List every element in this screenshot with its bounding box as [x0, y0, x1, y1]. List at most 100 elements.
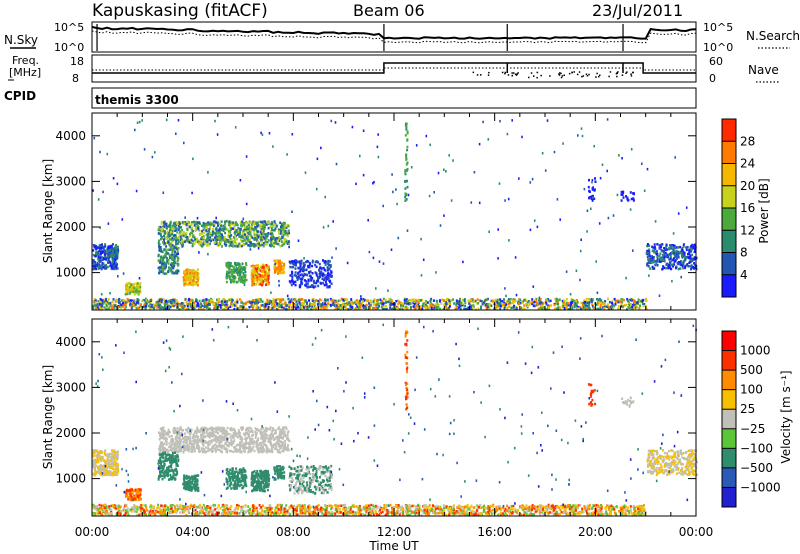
echo-cell — [518, 302, 520, 305]
echo-cell — [230, 302, 233, 305]
echo-cell — [650, 261, 653, 264]
echo-cell — [178, 308, 181, 311]
echo-cell — [282, 221, 285, 225]
echo-cell — [157, 241, 160, 245]
echo-cell — [261, 431, 264, 434]
echo-cell — [651, 255, 653, 258]
echo-speck — [674, 156, 676, 159]
echo-cell — [94, 255, 97, 258]
echo-cell — [246, 233, 249, 236]
echo-cell — [120, 299, 123, 302]
echo-cell — [541, 307, 544, 310]
echo-cell — [112, 456, 115, 459]
echo-cell — [617, 300, 620, 304]
echo-cell — [420, 308, 423, 311]
echo-cell — [255, 306, 258, 309]
echo-cell — [303, 279, 306, 282]
echo-cell — [649, 267, 652, 270]
echo-cell — [130, 306, 133, 310]
echo-cell — [139, 488, 142, 491]
echo-cell — [228, 235, 231, 238]
echo-cell — [274, 237, 277, 240]
echo-cell — [160, 255, 163, 258]
echo-cell — [381, 300, 384, 303]
echo-cell — [293, 303, 296, 307]
echo-cell — [111, 264, 114, 268]
echo-cell — [679, 251, 682, 255]
echo-cell — [162, 241, 164, 244]
echo-cell — [110, 456, 112, 459]
echo-speck — [646, 167, 649, 171]
colorbar-tick-label: 8 — [740, 246, 748, 260]
echo-cell — [158, 243, 161, 246]
echo-cell — [157, 266, 160, 270]
echo-cell — [92, 451, 95, 454]
echo-cell — [97, 267, 100, 270]
echo-cell — [248, 306, 251, 309]
nave-series-line — [92, 67, 696, 71]
echo-speck — [470, 201, 473, 204]
echo-speck — [258, 243, 261, 246]
echo-cell — [559, 306, 561, 309]
echo-cell — [112, 464, 115, 468]
echo-cell — [158, 239, 160, 242]
echo-speck — [143, 148, 146, 151]
nave-speck — [588, 73, 590, 76]
echo-cell — [173, 222, 176, 226]
echo-cell — [227, 266, 230, 269]
echo-cell — [293, 274, 296, 277]
echo-cell — [190, 241, 192, 245]
echo-cell — [252, 244, 255, 248]
echo-cell — [137, 495, 139, 499]
echo-cell — [677, 252, 680, 256]
echo-cell — [545, 299, 548, 302]
echo-cell — [645, 307, 648, 311]
echo-cell — [306, 282, 309, 285]
echo-cell — [589, 195, 592, 199]
echo-speck — [109, 292, 111, 295]
echo-speck — [529, 181, 532, 184]
nave-speck — [586, 75, 589, 77]
echo-speck — [591, 179, 594, 182]
echo-cell — [126, 297, 129, 301]
echo-cell — [323, 274, 326, 277]
echo-cell — [671, 244, 673, 247]
echo-cell — [592, 194, 594, 198]
echo-cell — [227, 306, 230, 310]
echo-cell — [447, 306, 450, 310]
echo-cell — [563, 303, 565, 306]
echo-cell — [108, 304, 111, 307]
echo-cell — [116, 470, 119, 474]
echo-cell — [278, 442, 281, 445]
echo-speck — [595, 260, 597, 263]
echo-cell — [231, 304, 234, 308]
echo-speck — [593, 144, 595, 148]
echo-cell — [158, 447, 161, 451]
echo-cell — [258, 306, 261, 309]
echo-cell — [241, 262, 244, 265]
echo-cell — [133, 305, 136, 308]
nave-speck — [576, 73, 579, 76]
echo-cell — [488, 304, 491, 308]
echo-speck — [102, 190, 104, 194]
echo-cell — [115, 243, 118, 247]
echo-cell — [160, 300, 163, 304]
echo-cell — [525, 302, 527, 306]
echo-speck — [107, 222, 110, 225]
echo-cell — [98, 249, 101, 253]
colorbar-swatch — [722, 208, 736, 231]
echo-speck — [322, 226, 325, 229]
echo-cell — [231, 240, 233, 244]
echo-speck — [362, 129, 365, 132]
echo-cell — [257, 230, 260, 233]
echo-cell — [255, 269, 258, 273]
echo-cell — [685, 248, 688, 252]
echo-cell — [94, 472, 97, 476]
echo-cell — [108, 302, 111, 305]
echo-cell — [397, 299, 400, 302]
echo-cell — [261, 300, 264, 303]
echo-cell — [340, 297, 343, 301]
echo-cell — [199, 222, 201, 226]
echo-cell — [412, 305, 415, 308]
echo-cell — [467, 307, 470, 311]
